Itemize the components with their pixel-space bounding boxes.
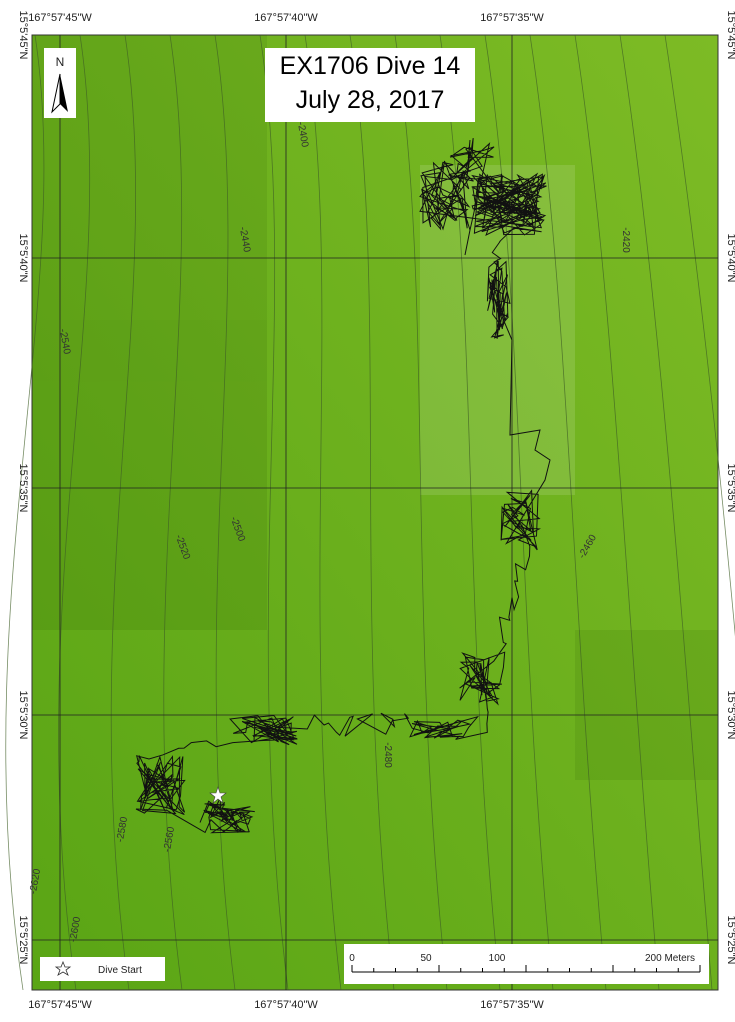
scale-label: 50 — [420, 953, 432, 964]
latitude-label: 15°5'45"N — [725, 11, 735, 60]
longitude-label: 167°57'40"W — [254, 999, 318, 1011]
title-line: July 28, 2017 — [296, 86, 445, 114]
legend: Dive Start — [40, 957, 165, 981]
latitude-label: 15°5'35"N — [17, 464, 29, 513]
scale-label: 200 Meters — [645, 953, 695, 964]
latitude-label: 15°5'45"N — [17, 11, 29, 60]
legend-label: Dive Start — [98, 965, 142, 976]
title-box: EX1706 Dive 14 July 28, 2017 — [265, 48, 475, 122]
scale-label: 100 — [489, 953, 506, 964]
longitude-label: 167°57'40"W — [254, 12, 318, 24]
north-arrow: N — [44, 48, 76, 118]
longitude-label: 167°57'45"W — [28, 12, 92, 24]
latitude-label: 15°5'40"N — [17, 234, 29, 283]
longitude-label: 167°57'35"W — [480, 999, 544, 1011]
contour-label: -2420 — [620, 227, 631, 253]
latitude-label: 15°5'35"N — [725, 464, 735, 513]
latitude-label: 15°5'25"N — [17, 916, 29, 965]
north-label: N — [56, 55, 65, 69]
longitude-label: 167°57'45"W — [28, 999, 92, 1011]
contour-label: -2480 — [382, 742, 393, 768]
longitude-label: 167°57'35"W — [480, 12, 544, 24]
map: EX1706 Dive 14 July 28, 2017 N Dive Star… — [0, 0, 735, 1017]
scale-bar: 0 50 100 200 Meters — [344, 944, 709, 984]
title-line: EX1706 Dive 14 — [280, 52, 461, 80]
latitude-label: 15°5'40"N — [725, 234, 735, 283]
scale-label: 0 — [349, 953, 355, 964]
latitude-label: 15°5'25"N — [725, 916, 735, 965]
latitude-label: 15°5'30"N — [725, 691, 735, 740]
latitude-label: 15°5'30"N — [17, 691, 29, 740]
